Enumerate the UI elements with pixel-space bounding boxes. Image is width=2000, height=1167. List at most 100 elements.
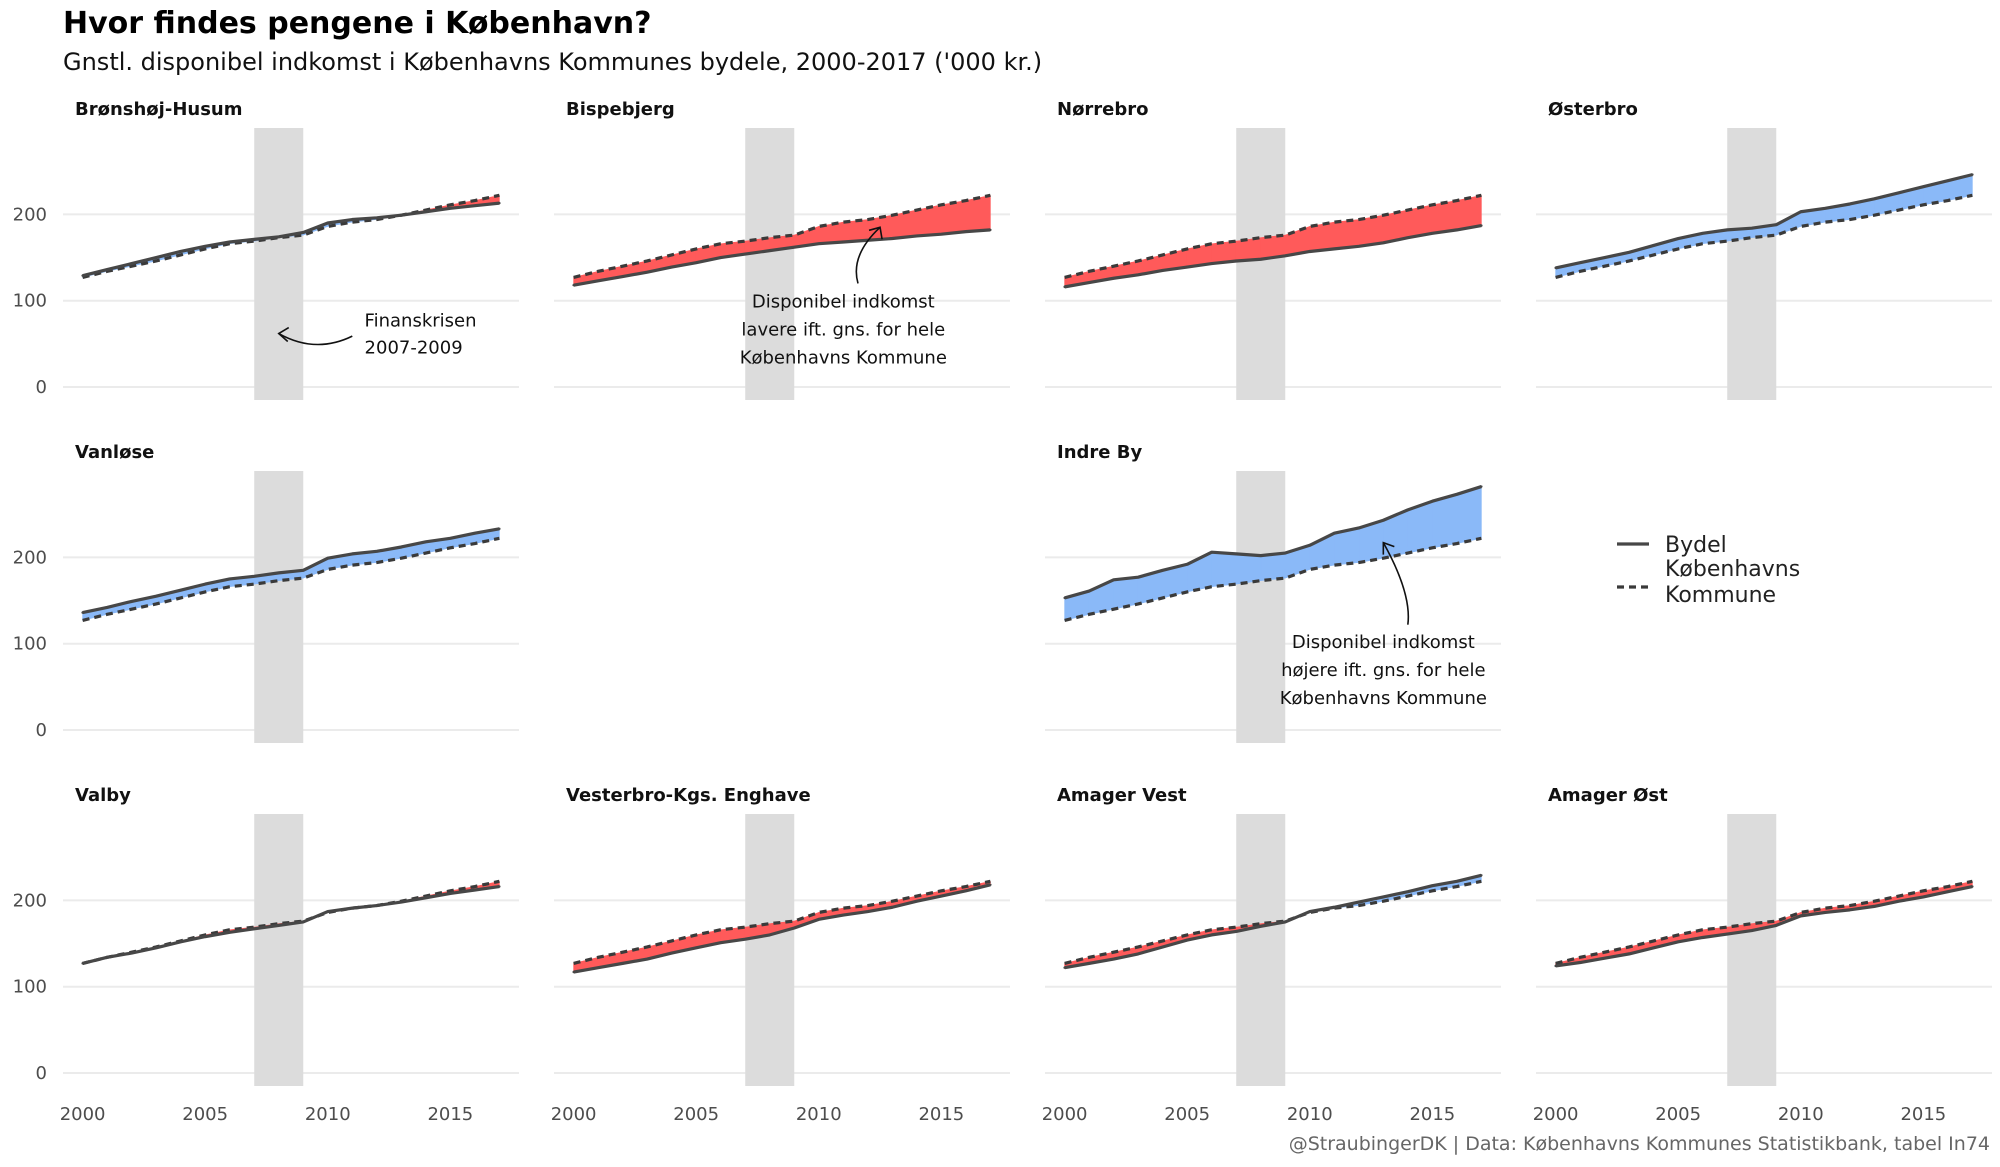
data-point: [1063, 285, 1066, 289]
reference-line: [1064, 536, 1482, 622]
data-point: [1185, 265, 1189, 269]
annotation-finanskrisen: 2007-2009: [365, 338, 463, 359]
x-tick-label: 2015: [918, 1104, 964, 1125]
data-point: [1603, 256, 1606, 259]
legend-label-kommune: Kommune: [1665, 583, 1776, 608]
data-point: [375, 904, 379, 907]
x-tick-label: 2005: [182, 1104, 228, 1125]
bydel-line: [1064, 873, 1482, 970]
data-point: [498, 885, 501, 888]
data-point: [1210, 550, 1213, 554]
data-point: [989, 883, 992, 887]
bydel-line: [82, 527, 500, 615]
data-point: [817, 918, 820, 921]
chart-subtitle: Gnstl. disponibel indkomst i Københavns …: [63, 48, 1043, 76]
panel-indre-by: Indre By: [1045, 442, 1501, 743]
data-point: [277, 571, 280, 575]
arrow-head: [277, 326, 290, 343]
data-point: [989, 228, 992, 232]
ribbon-segment: [1113, 576, 1139, 610]
data-point: [1284, 254, 1287, 257]
data-point: [105, 268, 109, 271]
data-point: [1333, 531, 1336, 535]
data-point: [1259, 258, 1262, 261]
data-point: [596, 279, 600, 283]
panel-title: Østerbro: [1548, 99, 1638, 120]
data-point: [203, 245, 207, 248]
data-point: [1897, 900, 1901, 903]
data-point: [1406, 236, 1410, 239]
data-point: [940, 894, 943, 898]
reference-line: [1064, 193, 1482, 279]
data-point: [1382, 519, 1385, 522]
data-point: [473, 204, 477, 207]
data-point: [891, 906, 894, 909]
data-point: [203, 935, 207, 938]
data-point: [1284, 551, 1287, 555]
crisis-band: [1727, 814, 1777, 1086]
reference-line: [82, 193, 500, 279]
data-point: [130, 262, 133, 265]
data-point: [1578, 261, 1582, 264]
panel-title: Amager Øst: [1548, 785, 1668, 806]
data-point: [1087, 281, 1091, 284]
reference-line: [573, 193, 991, 279]
data-point: [744, 252, 747, 256]
x-tick-label: 2000: [60, 1104, 106, 1125]
data-point: [719, 941, 722, 944]
data-point: [154, 946, 158, 950]
data-point: [744, 938, 747, 941]
data-point: [1308, 544, 1311, 547]
data-point: [572, 970, 575, 974]
data-point: [670, 265, 673, 269]
data-point: [1627, 952, 1631, 956]
data-point: [424, 540, 428, 544]
data-point: [1112, 578, 1115, 581]
reference-line: [82, 879, 500, 965]
data-point: [1922, 895, 1925, 899]
data-point: [1946, 890, 1950, 893]
data-point: [842, 240, 845, 244]
data-point: [179, 940, 182, 943]
x-tick-label: 2010: [305, 1104, 351, 1125]
panel-brønshøj-husum: Brønshøj-Husum 0 100 200: [13, 99, 519, 400]
chart-title: Hvor findes pengene i København?: [63, 6, 652, 41]
data-point: [1824, 207, 1827, 210]
data-point: [228, 240, 231, 244]
data-point: [1676, 940, 1680, 943]
data-point: [1873, 905, 1876, 908]
data-point: [1799, 914, 1802, 918]
data-point: [228, 931, 231, 934]
data-point: [1063, 596, 1066, 600]
data-point: [768, 249, 771, 252]
reference-line: [1555, 193, 1973, 279]
data-point: [1210, 933, 1213, 937]
panel-østerbro: Østerbro: [1536, 99, 1992, 400]
data-point: [1775, 223, 1778, 226]
panel-nørrebro: Nørrebro: [1045, 99, 1501, 400]
bydel-line: [82, 884, 500, 965]
data-point: [1112, 957, 1115, 961]
data-point: [1455, 228, 1459, 232]
data-point: [203, 582, 207, 586]
annotation-lavere: Københavns Kommune: [740, 348, 947, 369]
data-point: [1235, 930, 1238, 933]
x-tick-label: 2010: [1778, 1104, 1824, 1125]
data-point: [1431, 500, 1434, 503]
data-point: [964, 230, 968, 233]
data-point: [154, 595, 158, 598]
data-point: [621, 275, 624, 278]
data-point: [400, 214, 403, 217]
data-point: [1333, 247, 1336, 251]
data-point: [449, 537, 452, 540]
x-tick-label: 2010: [796, 1104, 842, 1125]
crisis-band: [745, 128, 795, 400]
data-point: [915, 900, 919, 903]
data-point: [1627, 251, 1631, 254]
y-tick-label: 0: [36, 720, 47, 741]
data-point: [179, 250, 182, 253]
data-point: [1087, 589, 1091, 593]
data-point: [1063, 966, 1066, 969]
crisis-band: [254, 128, 304, 400]
